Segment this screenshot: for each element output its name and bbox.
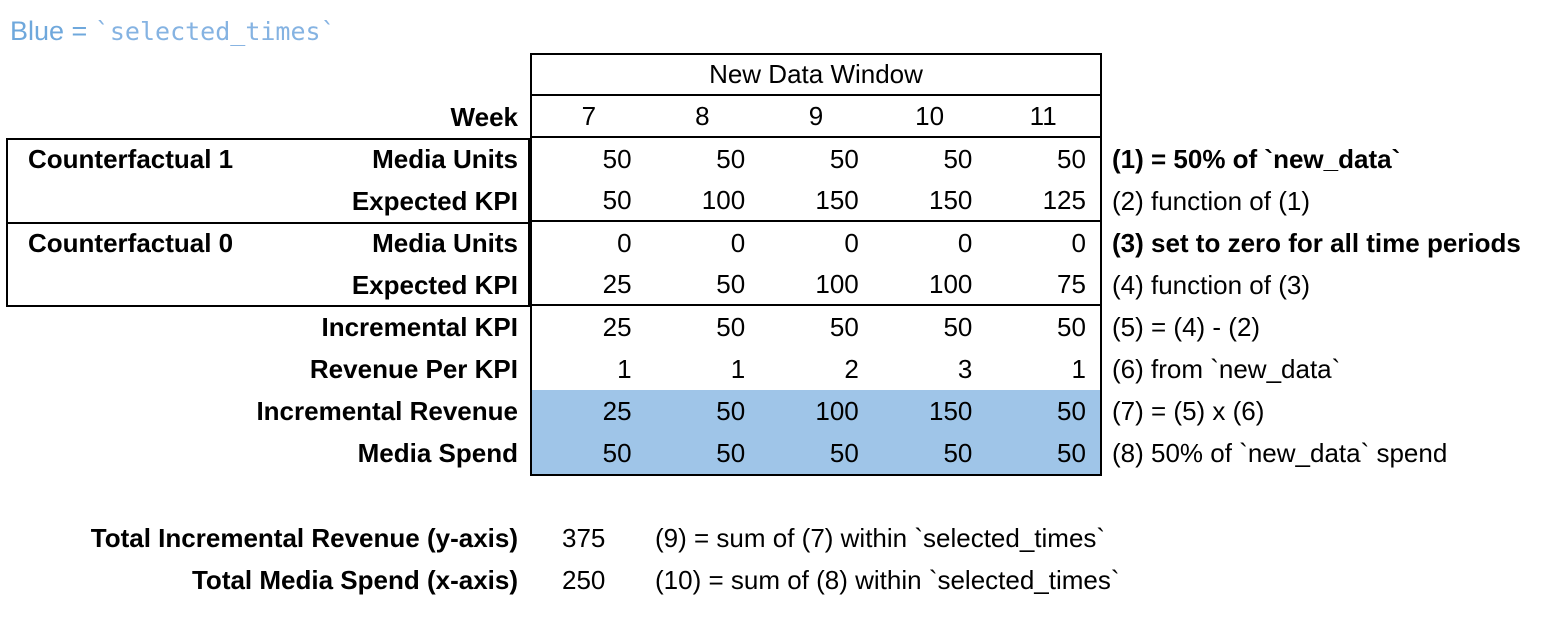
data-cell: 125 [1042, 185, 1086, 215]
data-cell: 50 [716, 438, 746, 468]
data-cell: 50 [1057, 396, 1086, 426]
data-cell: 25 [602, 312, 632, 342]
week-label: Week [450, 102, 518, 132]
annotation-column: (1) = 50% of `new_data` (2) function of … [1112, 138, 1521, 474]
highlight-legend-note: Blue = `selected_times` [10, 16, 336, 47]
table-row-highlighted: 50 50 50 50 50 [532, 432, 1100, 474]
table-row: 25 50 100 100 75 [532, 264, 1100, 306]
table-row: 25 50 50 50 50 [532, 306, 1100, 348]
data-cell: 50 [602, 144, 632, 174]
data-cell: 150 [815, 185, 859, 215]
data-cell: 1 [617, 354, 632, 384]
annotation: (8) 50% of `new_data` spend [1112, 438, 1448, 468]
table-row: 1 1 2 3 1 [532, 348, 1100, 390]
data-cell: 50 [943, 312, 973, 342]
annotation: (5) = (4) - (2) [1112, 312, 1261, 342]
annotation: (1) = 50% of `new_data` [1112, 144, 1401, 174]
week-cell: 8 [695, 101, 710, 131]
data-cell: 0 [730, 228, 746, 258]
data-cell: 0 [617, 228, 632, 258]
data-cell: 0 [957, 228, 973, 258]
week-cell: 9 [808, 101, 824, 131]
data-cell: 150 [928, 185, 973, 215]
data-cell: 50 [1057, 144, 1086, 174]
data-cell: 50 [716, 396, 746, 426]
annotation: (2) function of (1) [1112, 186, 1310, 216]
data-cell: 50 [602, 438, 632, 468]
data-cell: 50 [716, 144, 746, 174]
annotation: (3) set to zero for all time periods [1112, 228, 1521, 258]
data-cell: 0 [844, 228, 859, 258]
row-label: Media Units [372, 228, 518, 258]
row-label: Media Spend [357, 438, 518, 468]
data-cell: 0 [1071, 228, 1086, 258]
table-row: 0 0 0 0 0 [532, 222, 1100, 264]
data-cell: 50 [943, 144, 973, 174]
annotation: (7) = (5) x (6) [1112, 396, 1265, 426]
table-row: 50 50 50 50 50 [532, 138, 1100, 180]
data-cell: 1 [730, 354, 746, 384]
table-row-highlighted: 25 50 100 150 50 [532, 390, 1100, 432]
counterfactual-0-box [6, 222, 530, 307]
note-code: `selected_times` [94, 17, 336, 46]
row-label: Revenue Per KPI [309, 354, 518, 384]
data-cell: 2 [844, 354, 859, 384]
data-cell: 50 [829, 144, 859, 174]
data-cell: 50 [943, 438, 973, 468]
data-cell: 50 [829, 312, 859, 342]
data-cell: 50 [602, 185, 632, 215]
row-label: Media Units [372, 144, 518, 174]
week-cell: 10 [915, 101, 945, 131]
data-cell: 25 [602, 396, 632, 426]
counterfactual-1-box [6, 138, 530, 222]
total-media-spend-label: Total Media Spend (x-axis) [191, 565, 518, 595]
data-cell: 100 [928, 269, 973, 299]
section-label-counterfactual-1: Counterfactual 1 [28, 144, 234, 174]
total-incremental-revenue-label: Total Incremental Revenue (y-axis) [90, 523, 518, 553]
week-cell: 7 [581, 101, 597, 131]
section-label-counterfactual-0: Counterfactual 0 [28, 228, 234, 258]
data-cell: 150 [928, 396, 973, 426]
row-label: Expected KPI [351, 186, 518, 216]
annotation: (6) from `new_data` [1112, 354, 1341, 384]
data-cell: 1 [1071, 354, 1086, 384]
table-row: 50 100 150 150 125 [532, 180, 1100, 222]
row-label-column: Week Media Units Expected KPI Media Unit… [0, 96, 518, 474]
data-cell: 3 [957, 354, 973, 384]
total-media-spend-value: 250 [562, 565, 606, 595]
table-title: New Data Window [532, 55, 1100, 96]
data-cell: 25 [602, 269, 632, 299]
row-label: Expected KPI [351, 270, 518, 300]
data-cell: 50 [829, 438, 859, 468]
week-header-row: 7 8 9 10 11 [532, 96, 1100, 138]
row-label: Incremental Revenue [256, 396, 518, 426]
data-cell: 100 [815, 396, 859, 426]
data-cell: 100 [701, 185, 746, 215]
note-prefix: Blue = [10, 16, 95, 46]
data-cell: 50 [716, 312, 746, 342]
total-media-spend-annotation: (10) = sum of (8) within `selected_times… [655, 565, 1120, 595]
annotation: (4) function of (3) [1112, 270, 1310, 300]
data-cell: 50 [1057, 438, 1086, 468]
week-cell: 11 [1029, 101, 1057, 131]
data-cell: 75 [1057, 269, 1086, 299]
data-table: New Data Window 7 8 9 10 11 50 50 50 50 … [530, 53, 1102, 476]
data-cell: 100 [815, 269, 859, 299]
data-cell: 50 [1057, 312, 1086, 342]
total-incremental-revenue-value: 375 [562, 523, 606, 553]
data-cell: 50 [716, 269, 746, 299]
total-incremental-revenue-annotation: (9) = sum of (7) within `selected_times` [655, 523, 1106, 553]
row-label: Incremental KPI [321, 312, 518, 342]
